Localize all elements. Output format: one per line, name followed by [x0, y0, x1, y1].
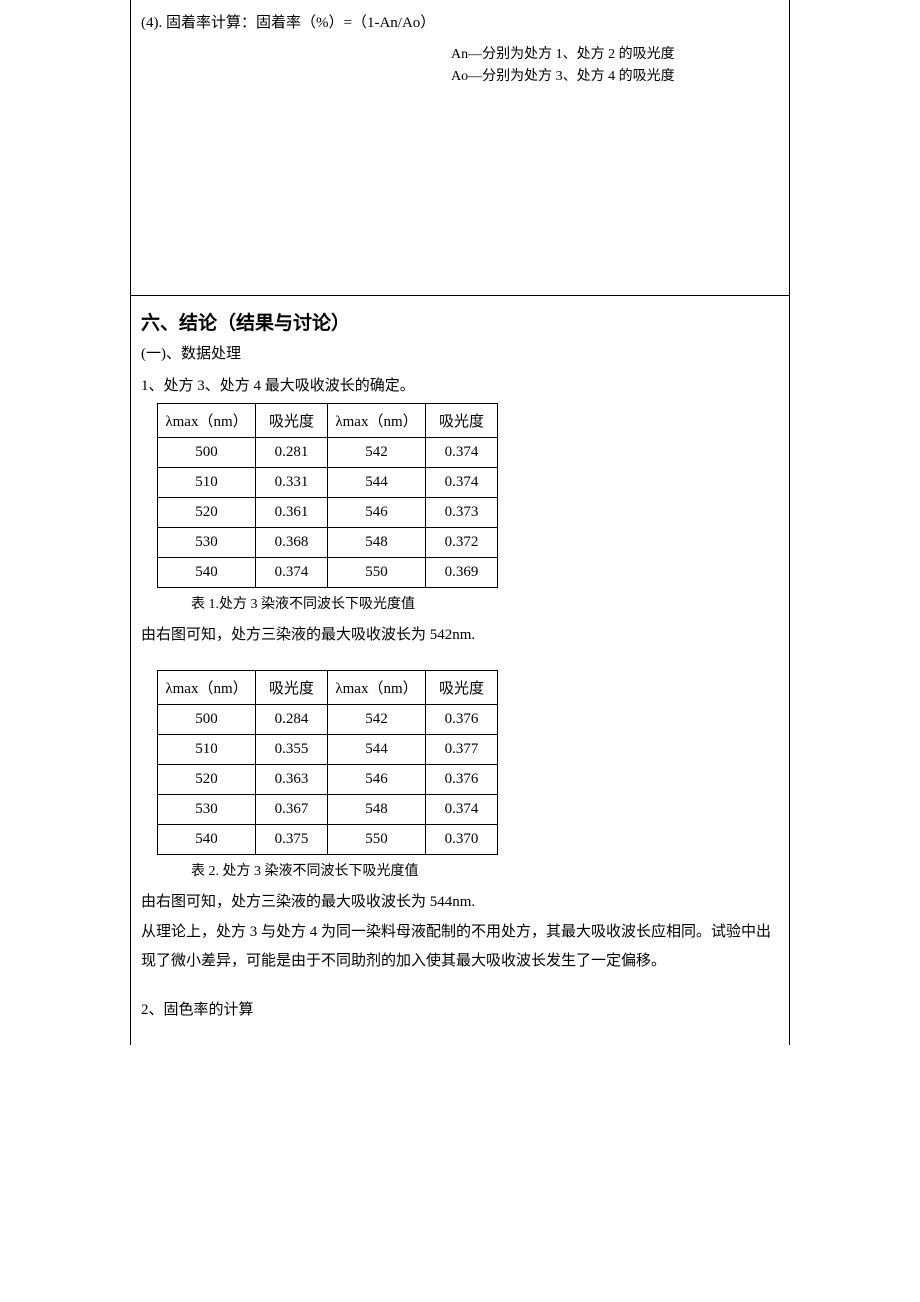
table-1-cell: 0.374 — [426, 438, 498, 468]
sub-title-1: (一)、数据处理 — [141, 339, 779, 369]
table-2-cell: 544 — [328, 734, 426, 764]
section-6-title: 六、结论（结果与讨论） — [141, 308, 779, 335]
table-row: 5000.2815420.374 — [158, 438, 498, 468]
table-1-cell: 0.281 — [256, 438, 328, 468]
table-2-cell: 0.374 — [426, 794, 498, 824]
table-row: 5100.3555440.377 — [158, 734, 498, 764]
table-row: 5400.3745500.369 — [158, 558, 498, 588]
table-1-cell: 0.372 — [426, 528, 498, 558]
page-frame: (4). 固着率计算：固着率（%）=（1-An/Ao） An—分别为处方 1、处… — [130, 0, 790, 1045]
num-title-2: 2、固色率的计算 — [141, 995, 779, 1025]
table-1-cell: 542 — [328, 438, 426, 468]
table-row: 5400.3755500.370 — [158, 824, 498, 854]
table-2-cell: 0.376 — [426, 704, 498, 734]
table-2-cell: 0.377 — [426, 734, 498, 764]
table-1-cell: 0.369 — [426, 558, 498, 588]
table-2-h0: λmax（nm） — [158, 670, 256, 704]
table-row: 5100.3315440.374 — [158, 468, 498, 498]
formula-line: (4). 固着率计算：固着率（%）=（1-An/Ao） — [141, 8, 779, 38]
table-1-cell: 510 — [158, 468, 256, 498]
table-2-h3: 吸光度 — [426, 670, 498, 704]
table-2-cell: 0.370 — [426, 824, 498, 854]
table-2-cell: 510 — [158, 734, 256, 764]
table-1-h0: λmax（nm） — [158, 404, 256, 438]
section-bottom: 六、结论（结果与讨论） (一)、数据处理 1、处方 3、处方 4 最大吸收波长的… — [131, 296, 789, 1045]
table-1-cell: 550 — [328, 558, 426, 588]
num-title-1: 1、处方 3、处方 4 最大吸收波长的确定。 — [141, 371, 779, 401]
table-1-h2: λmax（nm） — [328, 404, 426, 438]
table-2-cell: 0.284 — [256, 704, 328, 734]
table-1-cell: 0.373 — [426, 498, 498, 528]
table-2-cell: 546 — [328, 764, 426, 794]
table-1-cell: 0.368 — [256, 528, 328, 558]
table-2-cell: 550 — [328, 824, 426, 854]
table-1-cell: 0.374 — [256, 558, 328, 588]
formula-note-an: An—分别为处方 1、处方 2 的吸光度 — [451, 44, 779, 66]
table-2-cell: 540 — [158, 824, 256, 854]
table-row: 5000.2845420.376 — [158, 704, 498, 734]
table-1-cell: 0.361 — [256, 498, 328, 528]
section-top: (4). 固着率计算：固着率（%）=（1-An/Ao） An—分别为处方 1、处… — [131, 0, 789, 296]
table-1-cell: 548 — [328, 528, 426, 558]
table-row: 5300.3685480.372 — [158, 528, 498, 558]
text-1: 由右图可知，处方三染液的最大吸收波长为 542nm. — [141, 621, 779, 650]
table-2-body: 5000.2845420.3765100.3555440.3775200.363… — [158, 704, 498, 854]
table-1-h1: 吸光度 — [256, 404, 328, 438]
table-2-cell: 548 — [328, 794, 426, 824]
table-1-body: 5000.2815420.3745100.3315440.3745200.361… — [158, 438, 498, 588]
table-1-cell: 546 — [328, 498, 426, 528]
table-2-cell: 0.355 — [256, 734, 328, 764]
table-1-cell: 540 — [158, 558, 256, 588]
table-1-cell: 544 — [328, 468, 426, 498]
table-1-cell: 530 — [158, 528, 256, 558]
table-1-cell: 0.374 — [426, 468, 498, 498]
table-row: 5300.3675480.374 — [158, 794, 498, 824]
table-row: 5200.3635460.376 — [158, 764, 498, 794]
text-3: 从理论上，处方 3 与处方 4 为同一染料母液配制的不用处方，其最大吸收波长应相… — [141, 918, 779, 975]
table-row: 5200.3615460.373 — [158, 498, 498, 528]
table-1-caption: 表 1.处方 3 染液不同波长下吸光度值 — [191, 592, 779, 617]
formula-note-ao: Ao—分别为处方 3、处方 4 的吸光度 — [451, 66, 779, 88]
table-1-cell: 500 — [158, 438, 256, 468]
table-2-cell: 530 — [158, 794, 256, 824]
table-2-cell: 0.376 — [426, 764, 498, 794]
table-2-h1: 吸光度 — [256, 670, 328, 704]
table-2: λmax（nm） 吸光度 λmax（nm） 吸光度 5000.2845420.3… — [157, 670, 498, 855]
table-1-cell: 520 — [158, 498, 256, 528]
table-1: λmax（nm） 吸光度 λmax（nm） 吸光度 5000.2815420.3… — [157, 403, 498, 588]
table-2-caption: 表 2. 处方 3 染液不同波长下吸光度值 — [191, 859, 779, 884]
table-2-cell: 520 — [158, 764, 256, 794]
table-1-h3: 吸光度 — [426, 404, 498, 438]
table-1-header-row: λmax（nm） 吸光度 λmax（nm） 吸光度 — [158, 404, 498, 438]
table-2-cell: 0.367 — [256, 794, 328, 824]
table-1-cell: 0.331 — [256, 468, 328, 498]
table-2-cell: 0.375 — [256, 824, 328, 854]
table-2-cell: 542 — [328, 704, 426, 734]
table-2-cell: 0.363 — [256, 764, 328, 794]
table-2-h2: λmax（nm） — [328, 670, 426, 704]
table-2-cell: 500 — [158, 704, 256, 734]
text-2: 由右图可知，处方三染液的最大吸收波长为 544nm. — [141, 888, 779, 917]
table-2-header-row: λmax（nm） 吸光度 λmax（nm） 吸光度 — [158, 670, 498, 704]
